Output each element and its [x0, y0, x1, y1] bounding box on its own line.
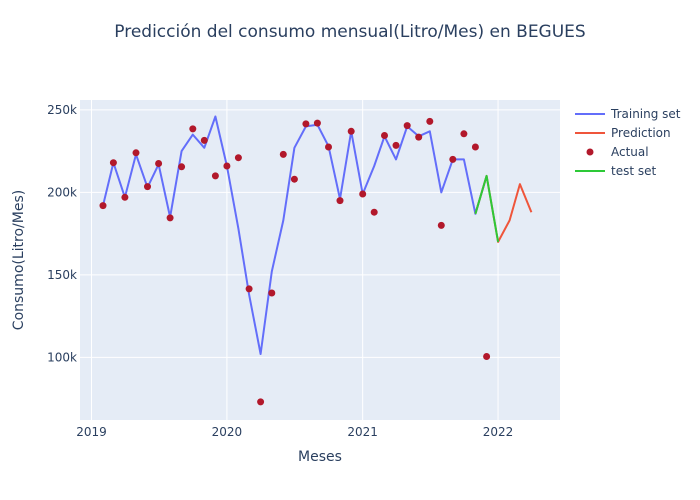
- training-set-line: [102, 115, 488, 355]
- actual-point: [109, 159, 117, 167]
- gridlines: [80, 100, 560, 420]
- actual-point: [132, 149, 140, 157]
- x-tick-label: 2019: [76, 425, 107, 439]
- x-tick-label: 2021: [347, 425, 378, 439]
- actual-point: [403, 122, 411, 130]
- legend-item-training-set[interactable]: Training set: [575, 107, 681, 121]
- actual-point: [189, 125, 197, 133]
- legend[interactable]: Training set Prediction Actual test set: [575, 107, 681, 178]
- actual-point: [245, 285, 253, 293]
- actual-point: [155, 160, 163, 167]
- series-layer: [99, 115, 533, 406]
- actual-point: [336, 197, 344, 205]
- legend-label-training-set: Training set: [610, 107, 681, 121]
- chart-title: Predicción del consumo mensual(Litro/Mes…: [114, 22, 585, 42]
- actual-point: [347, 127, 355, 135]
- actual-point: [359, 190, 367, 198]
- y-tick-label: 150k: [47, 268, 77, 282]
- actual-point: [370, 208, 378, 216]
- actual-point: [381, 132, 388, 139]
- legend-item-test-set[interactable]: test set: [575, 164, 656, 178]
- y-tick-label: 100k: [47, 350, 77, 364]
- actual-point: [279, 150, 287, 158]
- actual-point: [302, 120, 310, 128]
- actual-point: [415, 133, 423, 141]
- actual-point: [200, 136, 208, 144]
- y-tick-label: 200k: [47, 185, 77, 199]
- actual-point: [437, 221, 445, 229]
- actual-point: [223, 162, 231, 170]
- actual-point: [483, 353, 491, 360]
- x-axis-title: Meses: [298, 449, 342, 465]
- legend-label-test-set: test set: [611, 164, 656, 178]
- plot-background: [80, 100, 560, 420]
- legend-label-prediction: Prediction: [611, 126, 671, 140]
- actual-point: [234, 154, 242, 162]
- legend-swatch-actual: [586, 148, 594, 156]
- actual-point: [166, 214, 174, 222]
- actual-point: [211, 172, 219, 180]
- legend-label-actual: Actual: [611, 145, 649, 159]
- actual-point: [99, 202, 107, 210]
- x-tick-label: 2020: [212, 425, 243, 439]
- actual-point: [471, 143, 479, 151]
- actual-point: [449, 155, 457, 163]
- legend-item-prediction[interactable]: Prediction: [575, 126, 671, 140]
- actual-point: [268, 289, 276, 297]
- actual-point: [426, 117, 434, 125]
- test-set-line: [474, 174, 500, 243]
- tick-labels: 2019 2020 2021 2022 100k 150k 200k 250k: [47, 103, 513, 439]
- y-tick-label: 250k: [47, 103, 77, 117]
- actual-point: [144, 183, 151, 191]
- actual-point: [325, 143, 332, 151]
- actual-point: [392, 141, 400, 149]
- actual-point: [178, 163, 186, 171]
- legend-item-actual[interactable]: Actual: [586, 145, 649, 159]
- actual-point: [460, 130, 468, 138]
- actual-point: [290, 175, 298, 183]
- actual-point: [121, 193, 129, 201]
- actual-point: [257, 398, 265, 406]
- actual-point: [313, 119, 321, 127]
- x-tick-label: 2022: [483, 425, 514, 439]
- y-axis-title: Consumo(Litro/Mes): [11, 190, 27, 330]
